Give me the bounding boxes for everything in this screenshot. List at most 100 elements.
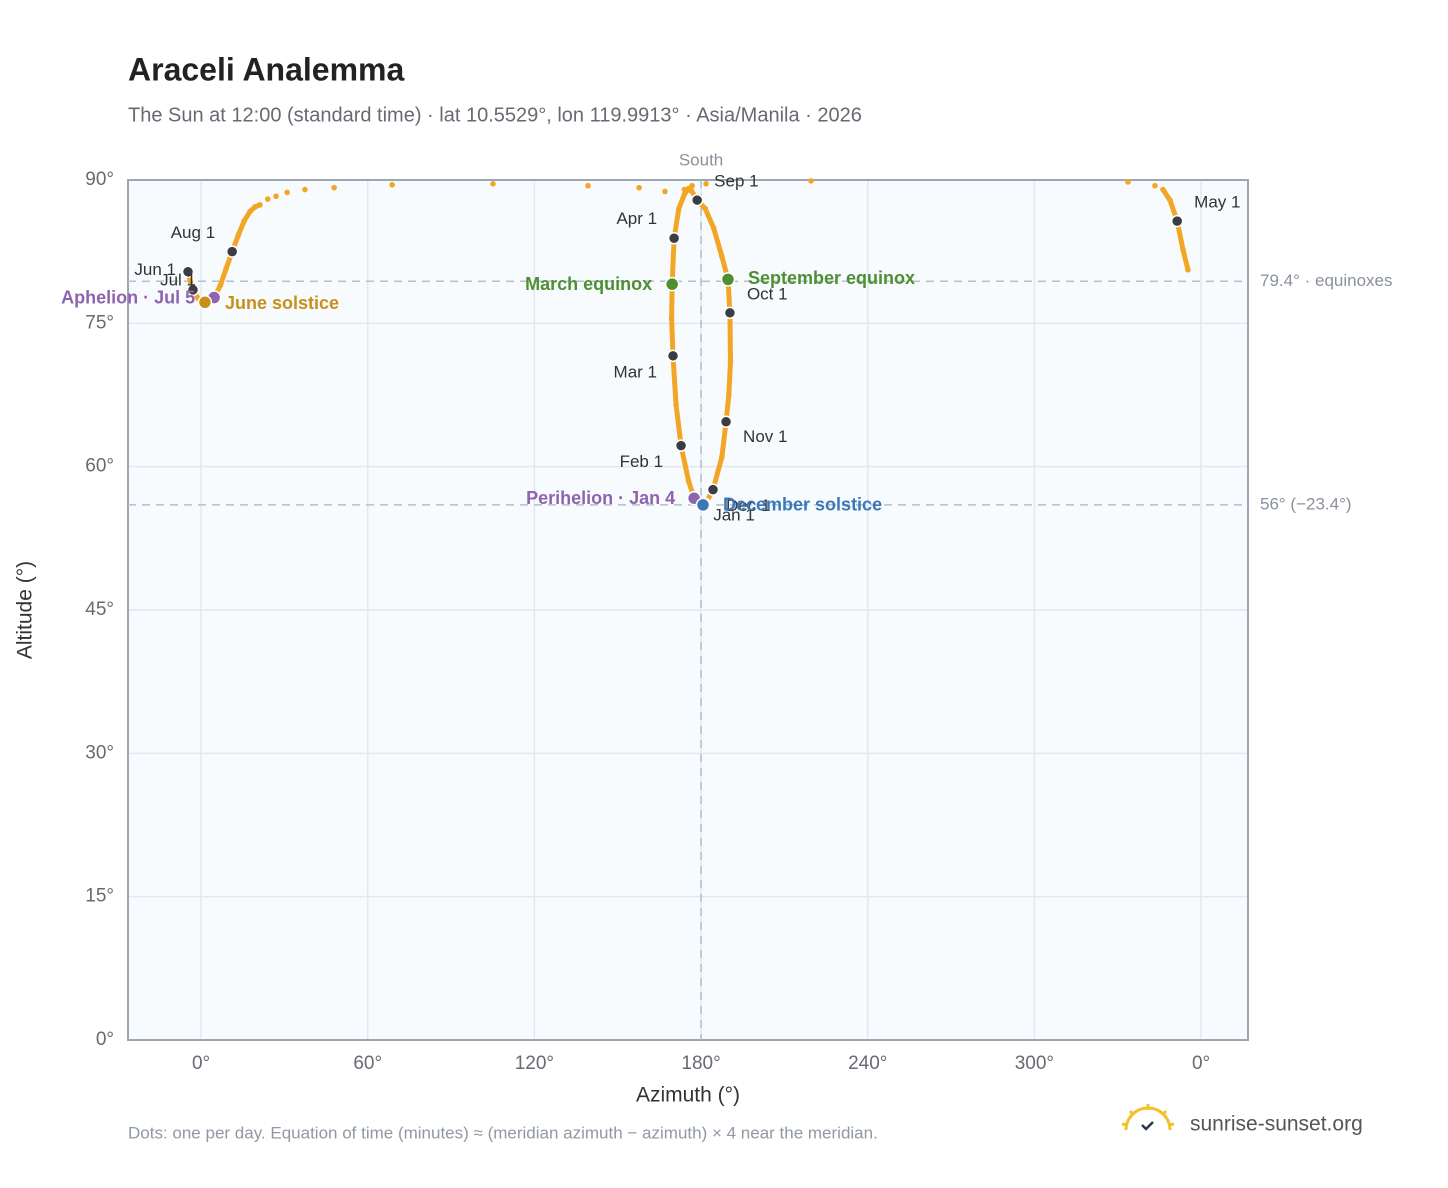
plot-border bbox=[127, 179, 1249, 1041]
event-marker bbox=[181, 265, 195, 278]
event-label: Aug 1 bbox=[171, 223, 215, 242]
event-marker bbox=[719, 415, 733, 429]
event-marker bbox=[186, 283, 200, 297]
event-label: March equinox bbox=[525, 274, 652, 294]
event-label: Sep 1 bbox=[714, 172, 758, 191]
x-tick-label: 120° bbox=[515, 1053, 554, 1074]
x-axis-label: Azimuth (°) bbox=[636, 1084, 740, 1107]
x-tick-label: 180° bbox=[681, 1053, 720, 1074]
event-marker bbox=[197, 295, 213, 310]
day-dot bbox=[252, 203, 259, 210]
day-dot bbox=[719, 253, 725, 260]
event-label: Aphelion · Jul 5 bbox=[61, 287, 195, 307]
y-tick-label: 30° bbox=[85, 742, 114, 763]
day-dot bbox=[223, 266, 229, 272]
day-dot bbox=[1160, 186, 1166, 193]
event-label: Perihelion · Jan 4 bbox=[526, 488, 675, 508]
day-dot bbox=[389, 181, 395, 188]
event-label: December solstice bbox=[723, 495, 882, 515]
day-dot bbox=[302, 186, 308, 193]
day-dot bbox=[273, 193, 279, 200]
day-dot bbox=[703, 181, 709, 187]
event-label: Apr 1 bbox=[616, 209, 657, 228]
day-dot bbox=[688, 187, 695, 194]
day-dot bbox=[217, 282, 224, 288]
day-dot bbox=[1180, 246, 1186, 253]
day-dot bbox=[662, 188, 668, 195]
day-dot bbox=[702, 205, 709, 212]
x-tick-label: 0° bbox=[1192, 1053, 1210, 1074]
event-marker bbox=[667, 232, 681, 245]
event-label: Jan 1 bbox=[713, 505, 755, 524]
day-dot bbox=[247, 208, 253, 215]
day-dot bbox=[331, 184, 337, 191]
day-dot bbox=[636, 184, 642, 191]
x-tick-label: 60° bbox=[353, 1053, 382, 1074]
chart-title: Araceli Analemma bbox=[128, 51, 404, 87]
event-marker bbox=[666, 349, 680, 363]
event-label: Mar 1 bbox=[614, 362, 657, 381]
y-tick-label: 0° bbox=[96, 1029, 114, 1050]
day-dot bbox=[689, 182, 695, 189]
reference-label: 56° (−23.4°) bbox=[1260, 494, 1352, 513]
event-marker bbox=[674, 439, 688, 452]
day-dot bbox=[673, 401, 679, 408]
x-tick-label: 300° bbox=[1015, 1053, 1054, 1074]
day-dot bbox=[710, 224, 717, 231]
x-tick-label: 240° bbox=[848, 1053, 887, 1074]
event-label: Jun 1 bbox=[134, 260, 176, 279]
day-dot bbox=[187, 279, 194, 286]
day-dot bbox=[808, 178, 814, 184]
day-dot bbox=[1152, 182, 1158, 189]
day-dot bbox=[235, 231, 242, 238]
event-marker bbox=[1170, 214, 1184, 228]
event-label: Feb 1 bbox=[620, 452, 663, 471]
day-dot bbox=[490, 181, 496, 187]
y-tick-label: 75° bbox=[85, 312, 114, 333]
event-label: June solstice bbox=[225, 293, 339, 313]
y-tick-label: 90° bbox=[85, 169, 114, 190]
day-dot bbox=[1185, 267, 1191, 273]
footnote: Dots: one per day. Equation of time (min… bbox=[128, 1123, 878, 1142]
brand-logo bbox=[1121, 1104, 1175, 1131]
day-dot bbox=[726, 392, 732, 398]
event-marker bbox=[225, 245, 239, 258]
day-dot bbox=[284, 189, 290, 196]
event-marker bbox=[706, 483, 720, 496]
day-dot bbox=[585, 182, 591, 189]
y-tick-label: 45° bbox=[85, 599, 114, 620]
day-dot bbox=[681, 191, 688, 198]
day-dot bbox=[264, 196, 271, 202]
event-label: September equinox bbox=[748, 268, 915, 288]
y-axis-label: Altitude (°) bbox=[14, 561, 37, 659]
day-dot bbox=[257, 202, 263, 208]
day-dot bbox=[719, 454, 725, 460]
event-label: Jul 1 bbox=[160, 270, 196, 289]
event-label: Dec 1 bbox=[726, 496, 770, 515]
event-label: Oct 1 bbox=[747, 284, 788, 303]
reference-label: 79.4° · equinoxes bbox=[1260, 271, 1393, 290]
event-marker bbox=[723, 306, 737, 320]
day-dot bbox=[685, 478, 692, 484]
y-tick-label: 60° bbox=[85, 456, 114, 477]
day-dot bbox=[1167, 197, 1173, 203]
event-label: Nov 1 bbox=[743, 427, 787, 446]
day-dot bbox=[676, 205, 682, 212]
x-tick-label: 0° bbox=[192, 1053, 210, 1074]
day-dot bbox=[668, 315, 675, 322]
brand-name: sunrise-sunset.org bbox=[1190, 1113, 1363, 1136]
chart-subtitle: The Sun at 12:00 (standard time) · lat 1… bbox=[128, 104, 862, 126]
event-marker bbox=[664, 276, 680, 292]
event-marker bbox=[690, 193, 704, 207]
day-dot bbox=[681, 186, 688, 193]
day-dot bbox=[1125, 179, 1131, 185]
event-label: May 1 bbox=[1194, 193, 1240, 212]
event-marker bbox=[720, 272, 736, 287]
event-marker bbox=[695, 497, 711, 513]
day-dot bbox=[241, 218, 247, 224]
reference-label: South bbox=[679, 150, 723, 169]
y-tick-label: 15° bbox=[85, 886, 114, 907]
day-dot bbox=[727, 358, 734, 365]
